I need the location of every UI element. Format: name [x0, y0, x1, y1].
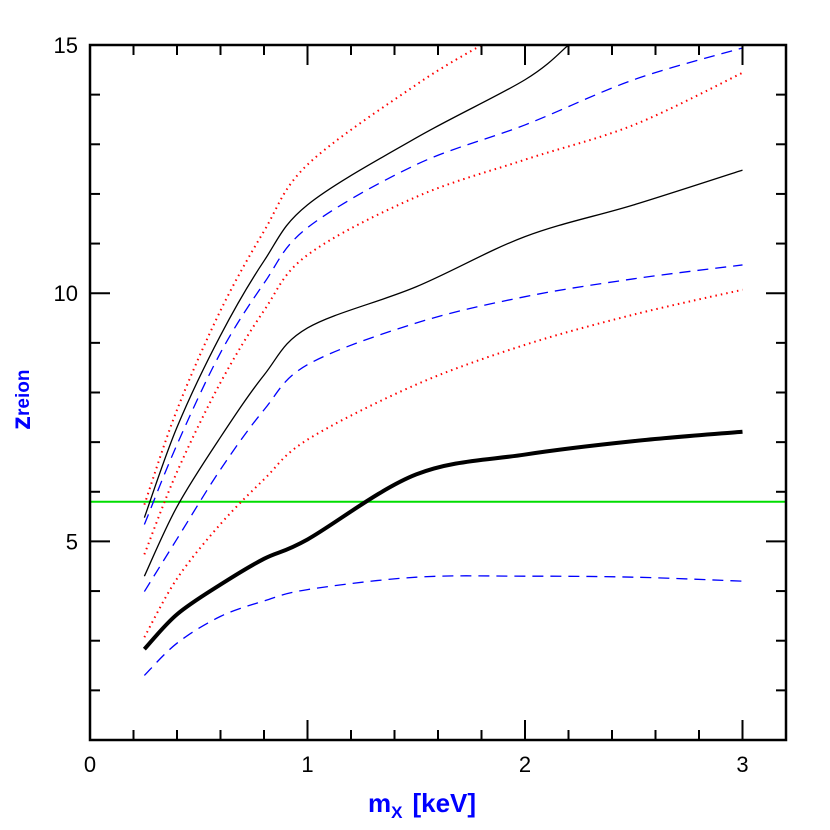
series-line-2	[143, 288, 743, 638]
plot-area	[90, 45, 786, 676]
tick-labels: 0 1 2 3 5 10 15	[54, 33, 749, 777]
axis-ticks	[89, 44, 787, 741]
series-line-7	[143, 45, 569, 518]
y-tick-label: 15	[54, 33, 78, 58]
x-tick-label: 1	[301, 752, 313, 777]
x-axis-label: mX [keV]	[368, 788, 476, 822]
series-line-1	[143, 575, 743, 676]
x-tick-label: 0	[84, 752, 96, 777]
series-line-4	[143, 169, 743, 577]
plot-frame	[88, 43, 788, 742]
series-line-0	[142, 429, 743, 651]
series-line-5	[143, 71, 743, 555]
y-axis-label: zreion	[5, 370, 36, 430]
series-line-8	[143, 45, 483, 506]
y-tick-label: 5	[66, 529, 78, 554]
y-tick-label: 10	[54, 281, 78, 306]
series-line-3	[143, 264, 743, 592]
series-line-6	[143, 47, 743, 525]
x-tick-label: 3	[736, 752, 748, 777]
x-tick-label: 2	[519, 752, 531, 777]
